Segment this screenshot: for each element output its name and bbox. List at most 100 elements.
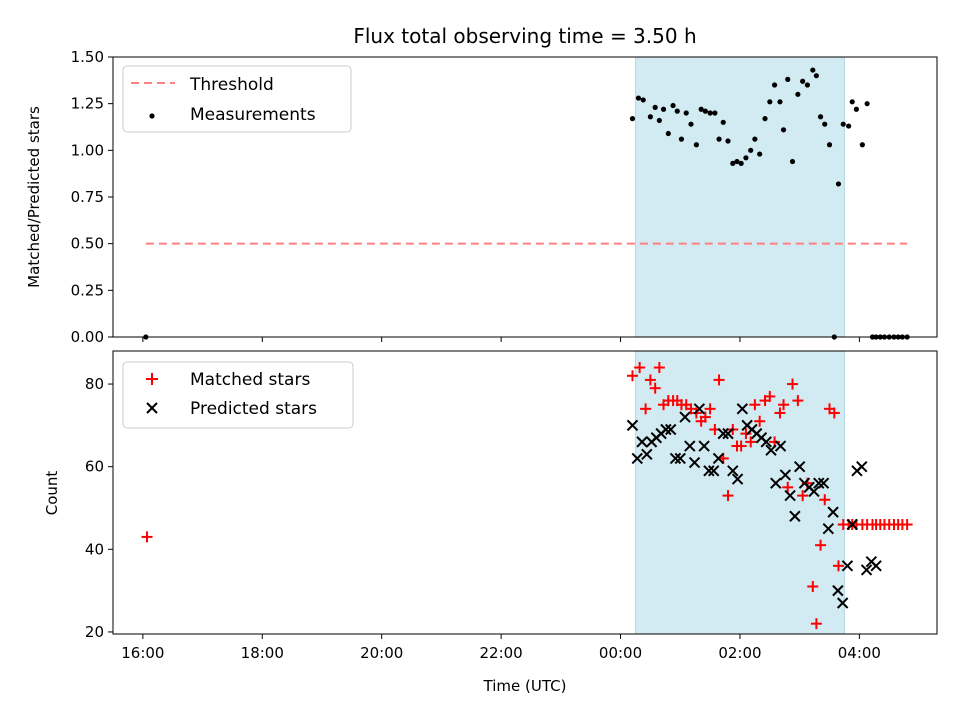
measurement-point bbox=[670, 102, 676, 109]
measurement-point bbox=[720, 119, 726, 125]
matched-star-point bbox=[901, 519, 913, 531]
predicted-star-point bbox=[760, 436, 772, 448]
measurement-point bbox=[674, 108, 680, 114]
measurements-legend-swatch bbox=[149, 113, 155, 119]
predicted-star-point bbox=[641, 448, 653, 460]
x-tick-label: 22:00 bbox=[479, 644, 522, 662]
measurement-point bbox=[757, 151, 763, 157]
predicted-star-point bbox=[664, 423, 677, 436]
count-y-ticks: 20 40 60 80 bbox=[85, 375, 113, 641]
predicted-star-point bbox=[707, 465, 720, 477]
x-tick-label: 16:00 bbox=[121, 644, 164, 662]
matched-star-point bbox=[626, 370, 638, 382]
predicted-star-point bbox=[693, 403, 706, 415]
y-tick-label: 0.00 bbox=[71, 328, 104, 346]
predicted-star-point bbox=[684, 440, 696, 452]
measurement-point bbox=[734, 158, 740, 165]
y-tick-label: 0.50 bbox=[71, 235, 104, 253]
predicted-star-point bbox=[722, 427, 734, 440]
y-tick-label: 40 bbox=[85, 540, 104, 558]
matched-star-point bbox=[644, 374, 656, 386]
count-legend-box bbox=[122, 361, 354, 429]
predicted-star-point bbox=[631, 452, 643, 465]
matched-star-point bbox=[649, 382, 661, 394]
threshold-legend-label: Threshold bbox=[189, 75, 274, 95]
x-tick-label: 18:00 bbox=[241, 644, 284, 662]
matched-star-point bbox=[782, 481, 794, 493]
predicted-star-point bbox=[770, 477, 782, 489]
measurement-point bbox=[716, 136, 722, 142]
predicted-star-point bbox=[774, 440, 787, 452]
count-plot-area bbox=[141, 362, 913, 630]
y-tick-label: 1.50 bbox=[71, 48, 104, 66]
measurement-point bbox=[640, 97, 646, 103]
measurement-point bbox=[762, 116, 768, 122]
predicted-star-point bbox=[870, 560, 882, 572]
matched-star-point bbox=[778, 399, 790, 411]
x-axis-title: Time (UTC) bbox=[483, 677, 567, 695]
measurement-point bbox=[702, 108, 708, 114]
matched-star-point bbox=[815, 539, 827, 551]
count-x-ticks: 16:00 18:00 20:00 22:00 00:00 02:00 04:00 bbox=[121, 634, 881, 662]
measurement-point bbox=[835, 181, 842, 187]
measurement-point bbox=[730, 160, 736, 166]
matched-star-point bbox=[640, 403, 652, 415]
measurement-point bbox=[738, 160, 744, 166]
measurement-point bbox=[652, 104, 658, 110]
predicted-star-point bbox=[793, 460, 806, 473]
measurement-point bbox=[725, 138, 731, 144]
measurement-point bbox=[789, 158, 796, 165]
matched-star-point bbox=[774, 407, 786, 419]
matched-star-point bbox=[745, 436, 757, 448]
ratio-legend: Threshold Measurements bbox=[122, 65, 352, 133]
measurement-point bbox=[707, 110, 713, 116]
matched-star-point bbox=[797, 490, 809, 502]
x-tick-label: 20:00 bbox=[360, 644, 403, 662]
measurement-point bbox=[800, 78, 806, 84]
measurement-point bbox=[712, 110, 718, 116]
predicted-star-point bbox=[679, 411, 691, 423]
predicted-star-point bbox=[822, 522, 835, 535]
y-tick-label: 60 bbox=[85, 458, 104, 476]
predicted-star-point bbox=[626, 419, 639, 432]
predicted-star-point bbox=[789, 510, 801, 522]
matched-star-point bbox=[807, 580, 819, 592]
predicted-star-point bbox=[731, 473, 744, 485]
measurement-point bbox=[859, 142, 865, 148]
count-legend: Matched stars Predicted stars bbox=[122, 361, 354, 429]
measurement-point bbox=[813, 73, 819, 79]
matched-star-point bbox=[713, 374, 725, 386]
count-panel-frame bbox=[112, 350, 938, 635]
ratio-panel: 0.00 0.25 0.50 0.75 1.00 1.25 1.50 Matched/Pre… bbox=[25, 48, 938, 346]
measurement-point bbox=[840, 121, 846, 127]
predicted-star-point bbox=[808, 485, 820, 498]
predicted-star-point bbox=[832, 584, 844, 597]
measurement-point bbox=[810, 67, 816, 73]
measurement-point bbox=[629, 116, 636, 122]
predicted-star-point bbox=[856, 460, 868, 473]
matched-star-point bbox=[653, 362, 665, 374]
matched-star-point bbox=[792, 395, 804, 407]
measurement-point bbox=[780, 127, 787, 133]
predicted-legend-swatch bbox=[146, 402, 158, 414]
ratio-y-ticks: 0.00 0.25 0.50 0.75 1.00 1.25 1.50 bbox=[71, 48, 113, 346]
predicted-star-point bbox=[636, 436, 648, 448]
matched-star-point bbox=[699, 411, 711, 423]
measurement-point bbox=[752, 136, 758, 142]
predicted-star-point bbox=[765, 444, 777, 456]
matched-legend-label: Matched stars bbox=[190, 370, 310, 390]
predicted-star-point bbox=[736, 403, 749, 415]
measurement-point bbox=[665, 130, 671, 137]
measurement-point bbox=[804, 82, 811, 88]
matched-star-point bbox=[634, 362, 646, 374]
measurement-point bbox=[826, 142, 833, 148]
predicted-star-point bbox=[827, 506, 839, 518]
y-tick-label: 20 bbox=[85, 623, 104, 641]
matched-star-point bbox=[735, 440, 747, 452]
y-tick-label: 0.75 bbox=[71, 188, 104, 206]
measurement-point bbox=[864, 101, 870, 107]
matched-star-point bbox=[754, 415, 766, 427]
y-tick-label: 0.25 bbox=[71, 281, 104, 299]
predicted-star-point bbox=[669, 452, 682, 465]
